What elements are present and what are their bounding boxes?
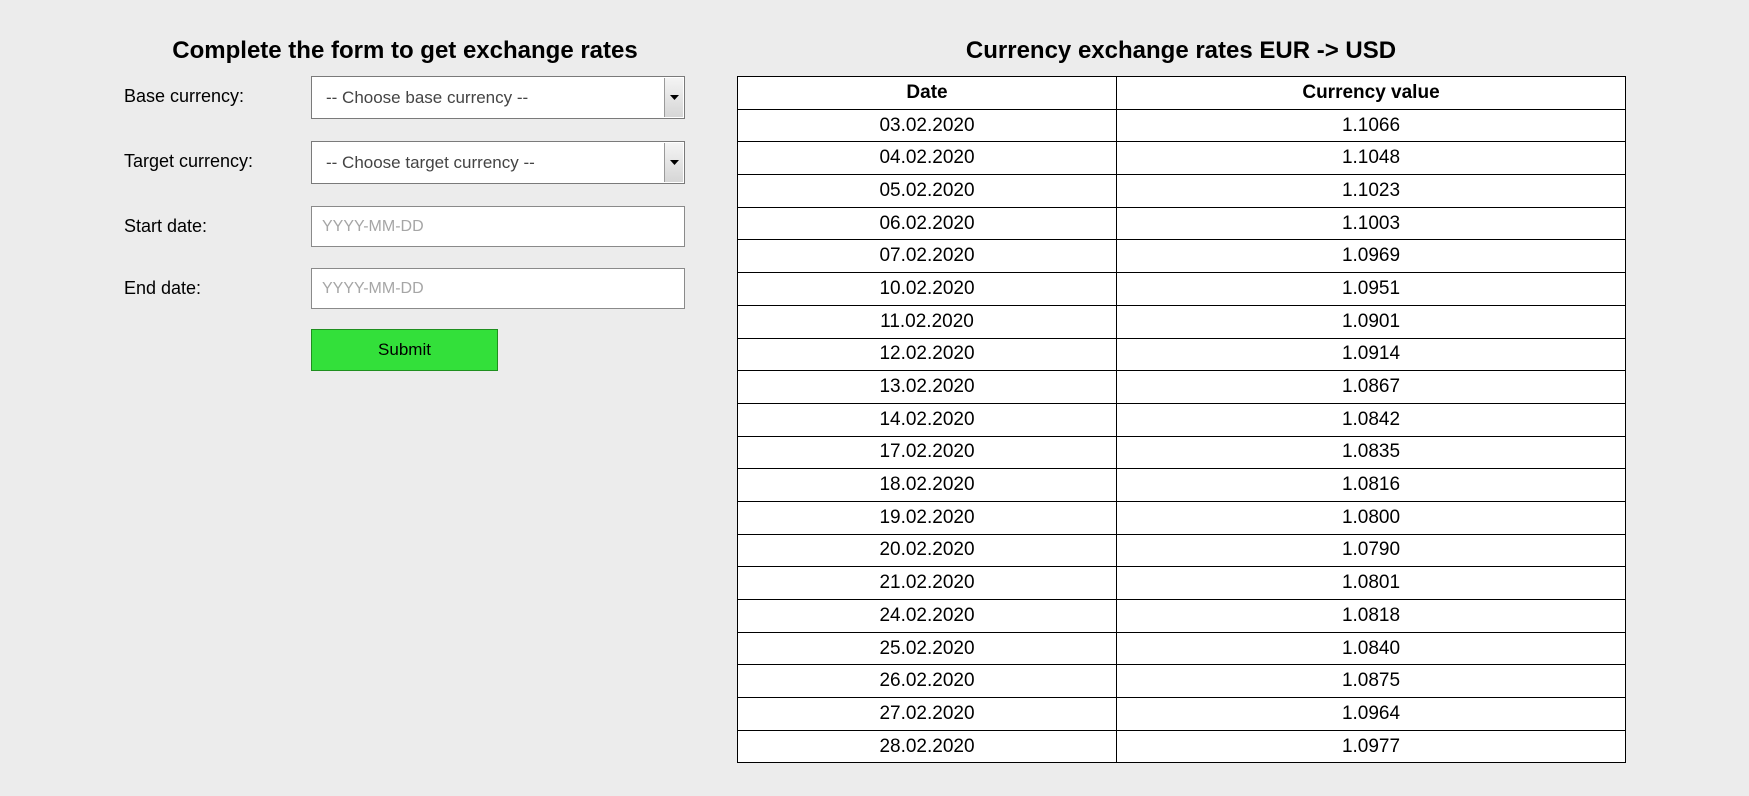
table-row: 19.02.2020 1.0800 [737, 500, 1626, 535]
date-cell: 17.02.2020 [737, 435, 1117, 470]
currency-value-cell: 1.0790 [1116, 533, 1626, 568]
date-cell: 26.02.2020 [737, 664, 1117, 699]
currency-value-cell: 1.0840 [1116, 631, 1626, 666]
base-currency-row: Base currency: -- Choose base currency -… [124, 76, 686, 119]
table-row: 18.02.2020 1.0816 [737, 468, 1626, 502]
currency-value-cell: 1.0835 [1116, 435, 1626, 470]
start-date-input[interactable] [311, 206, 685, 247]
table-row: 20.02.2020 1.0790 [737, 533, 1626, 568]
date-cell: 03.02.2020 [737, 108, 1117, 143]
base-currency-dropdown-button[interactable] [664, 78, 683, 117]
start-date-label: Start date: [124, 216, 208, 236]
end-date-row: End date: [124, 268, 686, 309]
date-cell: 27.02.2020 [737, 697, 1117, 731]
date-cell: 05.02.2020 [737, 174, 1117, 208]
table-row: 10.02.2020 1.0951 [737, 272, 1626, 306]
table-row: 07.02.2020 1.0969 [737, 239, 1626, 274]
date-column-header: Date [737, 76, 1117, 110]
currency-value-cell: 1.1003 [1116, 206, 1626, 241]
date-cell: 12.02.2020 [737, 337, 1117, 372]
currency-value-cell: 1.0801 [1116, 566, 1626, 600]
date-cell: 21.02.2020 [737, 566, 1117, 600]
table-row: 12.02.2020 1.0914 [737, 337, 1626, 372]
date-cell: 25.02.2020 [737, 631, 1117, 666]
table-row: 25.02.2020 1.0840 [737, 631, 1626, 666]
target-currency-row: Target currency: -- Choose target curren… [124, 141, 686, 184]
table-row: 04.02.2020 1.1048 [737, 141, 1626, 176]
target-currency-dropdown-button[interactable] [664, 143, 683, 182]
date-cell: 20.02.2020 [737, 533, 1117, 568]
table-row: 03.02.2020 1.1066 [737, 108, 1626, 143]
date-cell: 14.02.2020 [737, 402, 1117, 437]
target-currency-label: Target currency: [124, 151, 254, 171]
currency-value-cell: 1.1066 [1116, 108, 1626, 143]
date-cell: 19.02.2020 [737, 500, 1117, 535]
currency-value-cell: 1.0842 [1116, 402, 1626, 437]
date-cell: 04.02.2020 [737, 141, 1117, 176]
table-row: 17.02.2020 1.0835 [737, 435, 1626, 470]
base-currency-selected-value: -- Choose base currency -- [326, 88, 529, 107]
date-cell: 24.02.2020 [737, 599, 1117, 633]
submit-row: Submit [124, 329, 686, 371]
currency-value-cell: 1.0964 [1116, 697, 1626, 731]
caret-down-icon [669, 95, 679, 100]
date-cell: 18.02.2020 [737, 468, 1117, 502]
currency-value-cell: 1.1023 [1116, 174, 1626, 208]
table-row: 13.02.2020 1.0867 [737, 370, 1626, 404]
value-column-header: Currency value [1116, 76, 1626, 110]
date-cell: 06.02.2020 [737, 206, 1117, 241]
table-row: 21.02.2020 1.0801 [737, 566, 1626, 600]
currency-value-cell: 1.0951 [1116, 272, 1626, 306]
form-title: Complete the form to get exchange rates [172, 37, 638, 64]
currency-value-cell: 1.0977 [1116, 729, 1626, 764]
base-currency-select[interactable]: -- Choose base currency -- [311, 76, 685, 119]
caret-down-icon [669, 160, 679, 165]
currency-value-cell: 1.0969 [1116, 239, 1626, 274]
currency-value-cell: 1.0816 [1116, 468, 1626, 502]
table-row: 11.02.2020 1.0901 [737, 304, 1626, 339]
rates-table-body: 03.02.2020 1.1066 04.02.2020 1.1048 05.02.20… [737, 108, 1626, 764]
currency-value-cell: 1.1048 [1116, 141, 1626, 176]
table-header-row: Date Currency value [737, 76, 1626, 110]
end-date-input[interactable] [311, 268, 685, 309]
currency-value-cell: 1.0800 [1116, 500, 1626, 535]
currency-value-cell: 1.0818 [1116, 599, 1626, 633]
date-cell: 10.02.2020 [737, 272, 1117, 306]
end-date-label: End date: [124, 278, 202, 298]
date-cell: 11.02.2020 [737, 304, 1117, 339]
submit-button[interactable]: Submit [311, 329, 498, 371]
date-cell: 07.02.2020 [737, 239, 1117, 274]
target-currency-select[interactable]: -- Choose target currency -- [311, 141, 685, 184]
exchange-form: Complete the form to get exchange rates … [124, 34, 686, 371]
table-row: 06.02.2020 1.1003 [737, 206, 1626, 241]
table-row: 05.02.2020 1.1023 [737, 174, 1626, 208]
rates-title: Currency exchange rates EUR -> USD [965, 37, 1397, 64]
rates-section: Currency exchange rates EUR -> USD Date … [737, 34, 1626, 764]
table-row: 28.02.2020 1.0977 [737, 729, 1626, 764]
currency-value-cell: 1.0867 [1116, 370, 1626, 404]
currency-value-cell: 1.0914 [1116, 337, 1626, 372]
target-currency-selected-value: -- Choose target currency -- [326, 153, 535, 172]
date-cell: 13.02.2020 [737, 370, 1117, 404]
rates-table: Date Currency value 03.02.2020 1.1066 04.0… [737, 76, 1626, 764]
table-row: 26.02.2020 1.0875 [737, 664, 1626, 699]
currency-value-cell: 1.0875 [1116, 664, 1626, 699]
start-date-row: Start date: [124, 206, 686, 247]
currency-value-cell: 1.0901 [1116, 304, 1626, 339]
table-row: 27.02.2020 1.0964 [737, 697, 1626, 731]
date-cell: 28.02.2020 [737, 729, 1117, 764]
base-currency-label: Base currency: [124, 86, 245, 106]
table-row: 14.02.2020 1.0842 [737, 402, 1626, 437]
table-row: 24.02.2020 1.0818 [737, 599, 1626, 633]
